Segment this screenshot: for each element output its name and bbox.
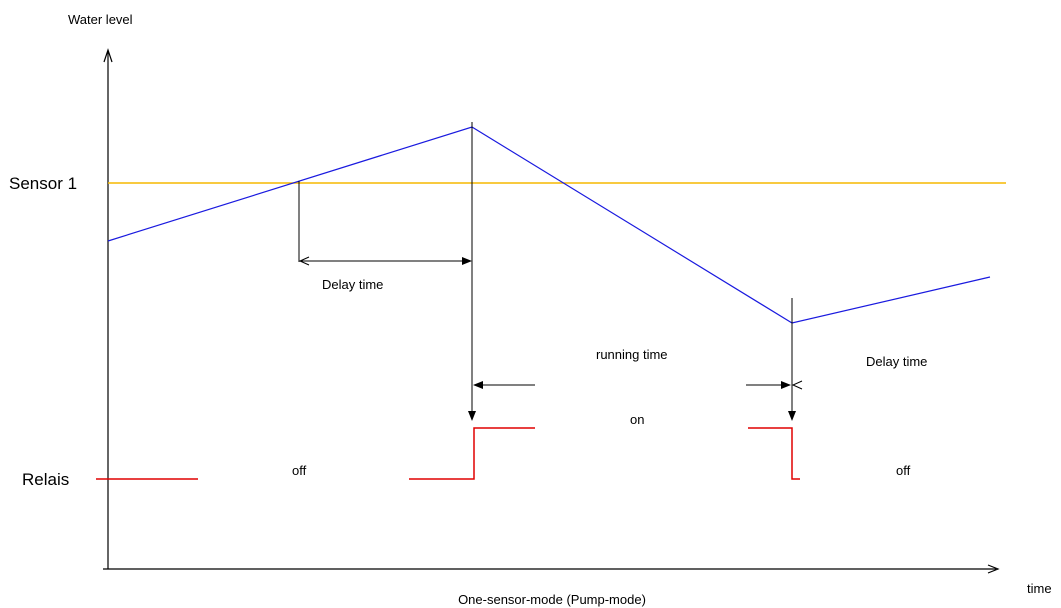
relay-state-on: on: [630, 412, 644, 427]
x-axis-label: time: [1027, 581, 1052, 596]
delay-time-label-2: Delay time: [866, 354, 927, 369]
delay-time-label-1: Delay time: [322, 277, 383, 292]
running-time-arrow-right-tail: [791, 380, 803, 390]
running-time-label: running time: [596, 347, 668, 362]
y-axis-arrowhead: [103, 48, 113, 63]
x-axis-arrowhead: [987, 564, 1000, 574]
y-axis-label: Water level: [68, 12, 133, 27]
relay-state-off-right: off: [896, 463, 911, 478]
relay-state-off-left: off: [292, 463, 307, 478]
diagram-caption: One-sensor-mode (Pump-mode): [458, 592, 646, 607]
relay-on-pulse-fall: [748, 427, 800, 480]
relay-on-pulse-rise: [409, 427, 535, 480]
sensor-1-label: Sensor 1: [9, 174, 77, 193]
water-level-curve: [107, 126, 991, 324]
delay-time-arrow-1-start: [298, 256, 310, 266]
relais-label: Relais: [22, 470, 69, 489]
